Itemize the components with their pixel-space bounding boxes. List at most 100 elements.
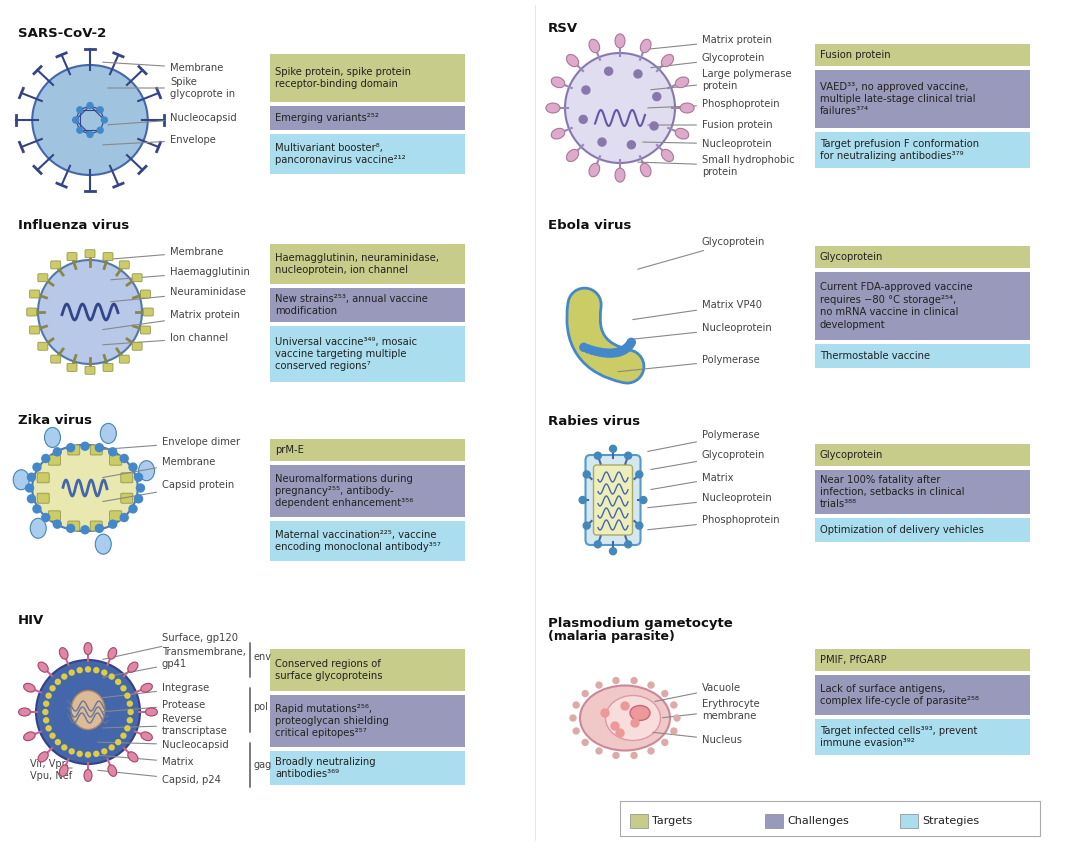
Text: Capsid protein: Capsid protein — [103, 480, 234, 501]
FancyBboxPatch shape — [270, 54, 465, 102]
Circle shape — [582, 740, 589, 745]
FancyBboxPatch shape — [103, 252, 113, 261]
Circle shape — [120, 455, 129, 462]
Circle shape — [42, 455, 50, 462]
Ellipse shape — [675, 128, 689, 139]
Ellipse shape — [640, 39, 651, 53]
Circle shape — [573, 702, 579, 708]
Circle shape — [570, 715, 576, 721]
FancyBboxPatch shape — [900, 814, 918, 828]
Ellipse shape — [551, 77, 565, 88]
Ellipse shape — [551, 128, 565, 139]
Circle shape — [625, 342, 633, 349]
Ellipse shape — [545, 103, 559, 113]
Text: Fusion protein: Fusion protein — [820, 50, 891, 60]
Circle shape — [109, 745, 114, 750]
Circle shape — [67, 524, 75, 532]
Ellipse shape — [589, 163, 599, 177]
Circle shape — [593, 348, 600, 355]
Circle shape — [116, 679, 121, 684]
Circle shape — [69, 749, 75, 754]
Text: Small hydrophobic
protein: Small hydrophobic protein — [638, 156, 795, 177]
Ellipse shape — [630, 706, 650, 721]
FancyBboxPatch shape — [815, 246, 1030, 268]
Text: Haemagglutinin: Haemagglutinin — [111, 267, 249, 280]
Circle shape — [77, 751, 82, 756]
Text: Erythrocyte
membrane: Erythrocyte membrane — [663, 700, 759, 721]
Circle shape — [43, 710, 48, 715]
Circle shape — [609, 445, 617, 452]
Ellipse shape — [13, 470, 29, 490]
Circle shape — [121, 686, 126, 691]
Ellipse shape — [661, 150, 674, 162]
Circle shape — [582, 690, 589, 696]
FancyBboxPatch shape — [119, 261, 130, 269]
FancyBboxPatch shape — [270, 521, 465, 561]
Circle shape — [594, 452, 602, 459]
FancyBboxPatch shape — [144, 308, 153, 316]
FancyBboxPatch shape — [51, 261, 60, 269]
Circle shape — [636, 522, 643, 529]
Circle shape — [583, 522, 590, 529]
Circle shape — [613, 677, 619, 683]
Text: Conserved regions of
surface glycoproteins: Conserved regions of surface glycoprotei… — [275, 659, 382, 681]
Text: Targets: Targets — [652, 816, 692, 826]
Text: PMIF, PfGARP: PMIF, PfGARP — [820, 655, 887, 665]
FancyBboxPatch shape — [270, 465, 465, 517]
Text: Haemagglutinin, neuraminidase,
nucleoprotein, ion channel: Haemagglutinin, neuraminidase, nucleopro… — [275, 252, 438, 275]
FancyBboxPatch shape — [270, 326, 465, 382]
Circle shape — [600, 348, 608, 357]
Circle shape — [671, 728, 677, 734]
Circle shape — [50, 686, 55, 691]
Text: Multivariant booster⁸,
pancoronavirus vaccine²¹²: Multivariant booster⁸, pancoronavirus va… — [275, 143, 406, 165]
Circle shape — [598, 138, 606, 146]
Circle shape — [596, 348, 605, 356]
FancyBboxPatch shape — [49, 455, 60, 465]
FancyBboxPatch shape — [68, 445, 80, 455]
FancyBboxPatch shape — [620, 801, 1040, 836]
Circle shape — [623, 343, 632, 351]
Ellipse shape — [615, 168, 625, 182]
Text: Glycoprotein: Glycoprotein — [820, 252, 883, 262]
Circle shape — [95, 524, 104, 532]
FancyBboxPatch shape — [132, 274, 143, 281]
Text: Rapid mutations²⁵⁶,
proteoglycan shielding
critical epitopes²⁵⁷: Rapid mutations²⁵⁶, proteoglycan shieldi… — [275, 704, 389, 739]
Ellipse shape — [146, 708, 158, 716]
FancyBboxPatch shape — [270, 134, 465, 174]
Circle shape — [579, 116, 588, 123]
Circle shape — [650, 122, 658, 130]
FancyBboxPatch shape — [815, 132, 1030, 168]
Text: Matrix VP40: Matrix VP40 — [633, 300, 762, 320]
Circle shape — [631, 677, 637, 683]
Circle shape — [648, 682, 654, 688]
Ellipse shape — [30, 518, 46, 538]
Circle shape — [612, 348, 621, 356]
Text: Nucleocapsid: Nucleocapsid — [98, 740, 229, 750]
FancyBboxPatch shape — [91, 521, 103, 531]
FancyBboxPatch shape — [121, 493, 133, 503]
FancyBboxPatch shape — [815, 649, 1030, 671]
Circle shape — [624, 541, 632, 548]
Circle shape — [43, 717, 49, 722]
Text: (malaria parasite): (malaria parasite) — [548, 630, 675, 643]
Text: Nucleoprotein: Nucleoprotein — [643, 139, 772, 149]
Text: Universal vaccine³⁴⁹, mosaic
vaccine targeting multiple
conserved regions⁷: Universal vaccine³⁴⁹, mosaic vaccine tar… — [275, 337, 417, 371]
Ellipse shape — [127, 662, 138, 672]
Text: Spike protein, spike protein
receptor-binding domain: Spike protein, spike protein receptor-bi… — [275, 67, 411, 89]
Circle shape — [624, 452, 632, 459]
Circle shape — [618, 347, 625, 355]
Ellipse shape — [71, 690, 105, 729]
Circle shape — [27, 473, 36, 481]
FancyBboxPatch shape — [815, 344, 1030, 368]
FancyBboxPatch shape — [815, 470, 1030, 514]
Circle shape — [26, 484, 33, 492]
Ellipse shape — [140, 683, 152, 692]
Text: Envelope: Envelope — [103, 135, 216, 145]
Circle shape — [121, 734, 126, 738]
Text: Nucleocapsid: Nucleocapsid — [108, 113, 237, 125]
FancyBboxPatch shape — [270, 244, 465, 284]
Circle shape — [81, 442, 89, 450]
Text: Large polymerase
protein: Large polymerase protein — [651, 69, 792, 91]
FancyBboxPatch shape — [270, 439, 465, 461]
FancyBboxPatch shape — [585, 455, 640, 545]
